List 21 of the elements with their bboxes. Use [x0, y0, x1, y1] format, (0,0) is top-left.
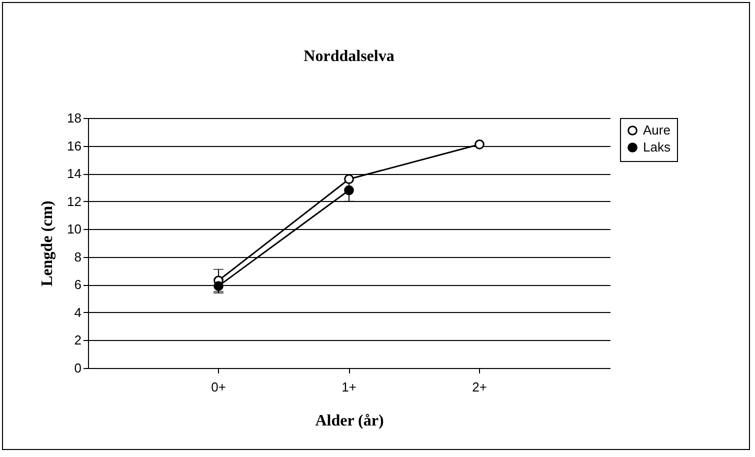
- chart-title: Norddalselva: [304, 48, 394, 65]
- y-axis-title: Lengde (cm): [39, 200, 56, 286]
- x-tick-label: 2+: [472, 380, 487, 394]
- point: [344, 185, 354, 196]
- y-tick-label: 10: [67, 222, 82, 237]
- legend-label: Aure: [643, 122, 670, 138]
- y-tick-label: 2: [74, 332, 82, 348]
- y-tick-label: 16: [67, 138, 82, 154]
- y-tick-label: 4: [74, 304, 82, 320]
- legend-label: Laks: [643, 140, 671, 154]
- y-tick-label: 8: [74, 249, 82, 264]
- point: [344, 174, 354, 184]
- x-tick-label: 0+: [211, 380, 226, 394]
- y-tick-label: 12: [67, 194, 82, 209]
- x-axis-title: Alder (år): [315, 412, 384, 430]
- x-tick-label: 1+: [342, 380, 356, 394]
- point: [474, 139, 484, 150]
- y-tick-label: 18: [67, 110, 82, 126]
- y-tick-label: 6: [74, 277, 82, 292]
- y-tick-label: 14: [67, 166, 82, 182]
- y-tick-label: 0: [74, 360, 82, 376]
